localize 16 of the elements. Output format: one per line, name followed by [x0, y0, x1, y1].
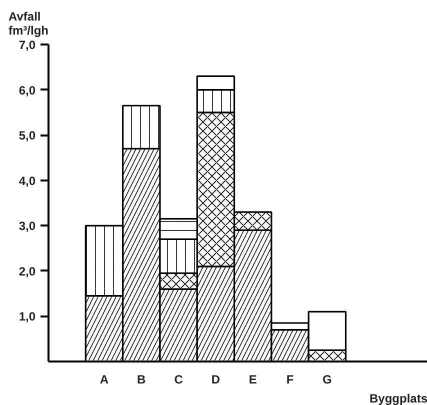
y-axis-title: Avfall fm³/lgh: [8, 10, 48, 38]
x-tick-label: A: [100, 372, 109, 386]
x-tick-label: D: [211, 372, 220, 386]
y-tick-label: 6,0: [18, 83, 36, 98]
x-tick-label: E: [248, 372, 257, 386]
x-axis-title: Byggplats: [369, 392, 427, 405]
y-tick-label: 5,0: [18, 128, 36, 143]
y-tick-label: 7,0: [18, 38, 36, 52]
y-tick-label: 4,0: [18, 174, 36, 188]
x-tick-label: G: [322, 372, 332, 386]
x-tick-label: C: [174, 372, 184, 386]
x-tick-label: F: [286, 372, 294, 386]
y-tick-label: 1,0: [18, 310, 36, 324]
y-tick-label: 2,0: [18, 264, 36, 278]
x-tick-label: B: [137, 372, 146, 386]
y-tick-label: 3,0: [18, 219, 36, 234]
